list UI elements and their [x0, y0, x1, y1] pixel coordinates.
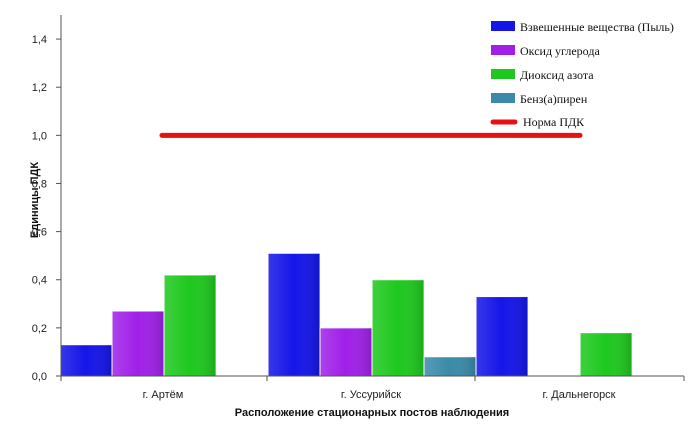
bar-shade-1-2	[268, 253, 320, 376]
x-tick-label: г. Дальнегорск	[542, 389, 615, 401]
y-tick-label: 0,0	[32, 371, 47, 383]
x-tick-label: г. Артём	[143, 389, 184, 401]
legend-label-3: Диоксид азота	[520, 68, 594, 82]
bar-shade-3-1	[164, 274, 216, 376]
y-tick-label: 1,0	[32, 130, 47, 142]
legend-swatch-4	[491, 93, 515, 103]
bar-shade-2-1	[112, 311, 164, 376]
y-axis-title: Единицы ПДК	[29, 162, 41, 238]
y-tick-label: 1,2	[32, 82, 47, 94]
legend-label-4: Бенз(а)пирен	[520, 92, 588, 106]
legend-swatch-3	[491, 69, 515, 79]
bar-shade-1-3	[476, 296, 528, 376]
legend: Взвешенные вещества (Пыль) Оксид углерода…	[490, 20, 674, 129]
bar-shade-3-3	[580, 332, 632, 376]
y-tick-label: 0,6	[32, 227, 47, 239]
legend-label-reference: Норма ПДК	[523, 115, 585, 129]
y-tick-label: 0,2	[32, 323, 47, 335]
y-tick-label: 1,4	[32, 34, 47, 46]
plot-area	[59, 252, 633, 377]
legend-swatch-1	[491, 21, 515, 31]
bar-shade-2-2	[320, 327, 372, 376]
x-axis-title: Расположение стационарных постов наблюде…	[235, 407, 509, 419]
bar-shade-4-2	[424, 356, 476, 376]
legend-label-1: Взвешенные вещества (Пыль)	[520, 20, 674, 34]
x-tick-label: г. Уссурийск	[341, 389, 401, 401]
axes: 0,0 0,2 0,4 0,6 0,8 1,0 1,2 1,4 г. Артём г. Уссур…	[32, 15, 685, 401]
bar-shade-1-1	[60, 344, 112, 376]
y-tick-label: 0,4	[32, 275, 47, 287]
legend-label-2: Оксид углерода	[520, 44, 600, 58]
bar-shade-3-2	[372, 279, 424, 376]
legend-swatch-2	[491, 45, 515, 55]
y-tick-label: 0,8	[32, 178, 47, 190]
